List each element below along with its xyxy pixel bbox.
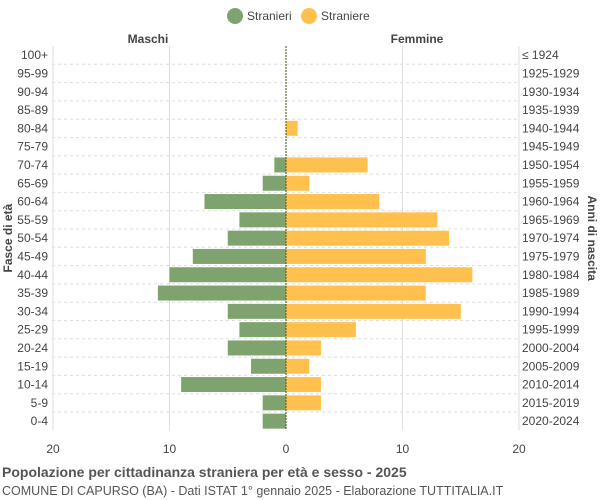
bar-male: [157, 285, 286, 301]
chart-subtitle: COMUNE DI CAPURSO (BA) - Dati ISTAT 1° g…: [2, 484, 504, 498]
age-label: 100+: [21, 48, 48, 62]
legend-label-stranieri: Stranieri: [247, 9, 292, 23]
x-tick-label: 0: [283, 442, 290, 456]
age-label: 30-34: [17, 304, 48, 318]
birth-year-label: 1945-1949: [522, 140, 580, 154]
bar-female: [286, 285, 426, 301]
birth-year-label: 2015-2019: [522, 396, 580, 410]
bar-female: [286, 230, 450, 246]
bar-female: [286, 120, 298, 136]
birth-year-label: 1995-1999: [522, 323, 580, 337]
age-label: 0-4: [31, 414, 49, 428]
birth-year-label: 2000-2004: [522, 341, 580, 355]
x-tick-label: 10: [163, 442, 177, 456]
bar-female: [286, 340, 321, 356]
age-label: 15-19: [17, 359, 48, 373]
age-label: 55-59: [17, 213, 48, 227]
age-label: 10-14: [17, 378, 48, 392]
birth-year-label: 1985-1989: [522, 286, 580, 300]
age-label: 20-24: [17, 341, 48, 355]
birth-year-label: 1925-1929: [522, 66, 580, 80]
bar-female: [286, 377, 321, 393]
birth-year-label: 1960-1964: [522, 195, 580, 209]
bar-male: [181, 377, 286, 393]
bar-female: [286, 267, 473, 283]
age-label: 25-29: [17, 323, 48, 337]
birth-year-label: 1980-1984: [522, 268, 580, 282]
birth-year-label: 1940-1944: [522, 121, 580, 135]
bar-male: [262, 395, 286, 411]
age-label: 60-64: [17, 195, 48, 209]
age-label: 70-74: [17, 158, 48, 172]
bar-male: [239, 322, 286, 338]
bar-male: [169, 267, 286, 283]
x-tick-label: 10: [396, 442, 410, 456]
bar-male: [227, 303, 286, 319]
bar-male: [227, 230, 286, 246]
bar-male: [262, 413, 286, 429]
age-label: 35-39: [17, 286, 48, 300]
age-label: 80-84: [17, 121, 48, 135]
x-tick-label: 20: [512, 442, 526, 456]
birth-year-label: 1930-1934: [522, 85, 580, 99]
birth-year-label: 1990-1994: [522, 304, 580, 318]
birth-year-label: 1950-1954: [522, 158, 580, 172]
chart-title: Popolazione per cittadinanza straniera p…: [2, 464, 407, 480]
birth-year-label: 1975-1979: [522, 249, 580, 263]
bar-male: [204, 194, 286, 210]
x-tick-label: 20: [46, 442, 60, 456]
birth-year-label: 1965-1969: [522, 213, 580, 227]
legend-swatch-straniere: [301, 8, 317, 24]
legend-swatch-stranieri: [227, 8, 243, 24]
left-header: Maschi: [128, 32, 169, 46]
age-label: 45-49: [17, 249, 48, 263]
bar-female: [286, 358, 310, 374]
bar-male: [251, 358, 286, 374]
y-axis-title-left: Fasce di età: [1, 203, 15, 272]
birth-year-label: 2010-2014: [522, 378, 580, 392]
birth-year-label: 1970-1974: [522, 231, 580, 245]
age-label: 5-9: [31, 396, 49, 410]
bar-male: [227, 340, 286, 356]
age-label: 85-89: [17, 103, 48, 117]
birth-year-label: 2020-2024: [522, 414, 580, 428]
bar-female: [286, 395, 321, 411]
population-pyramid-chart: 100+ ≤ 1924 95-99 1925-1929 90-94 1930-1934 85…: [1, 8, 599, 456]
bar-female: [286, 194, 380, 210]
birth-year-label: 1955-1959: [522, 176, 580, 190]
birth-year-label: ≤ 1924: [522, 48, 559, 62]
age-label: 75-79: [17, 140, 48, 154]
age-label: 65-69: [17, 176, 48, 190]
bar-female: [286, 212, 438, 228]
age-label: 90-94: [17, 85, 48, 99]
bar-female: [286, 322, 356, 338]
bar-female: [286, 157, 368, 173]
birth-year-label: 1935-1939: [522, 103, 580, 117]
legend-label-straniere: Straniere: [321, 9, 370, 23]
bar-male: [262, 175, 286, 191]
bar-female: [286, 248, 426, 264]
bar-male: [274, 157, 286, 173]
bar-female: [286, 303, 461, 319]
right-header: Femmine: [391, 32, 444, 46]
birth-year-label: 2005-2009: [522, 359, 580, 373]
bar-male: [239, 212, 286, 228]
age-label: 50-54: [17, 231, 48, 245]
age-label: 95-99: [17, 66, 48, 80]
y-axis-title-right: Anni di nascita: [585, 195, 599, 281]
bar-male: [192, 248, 286, 264]
age-label: 40-44: [17, 268, 48, 282]
bar-female: [286, 175, 310, 191]
